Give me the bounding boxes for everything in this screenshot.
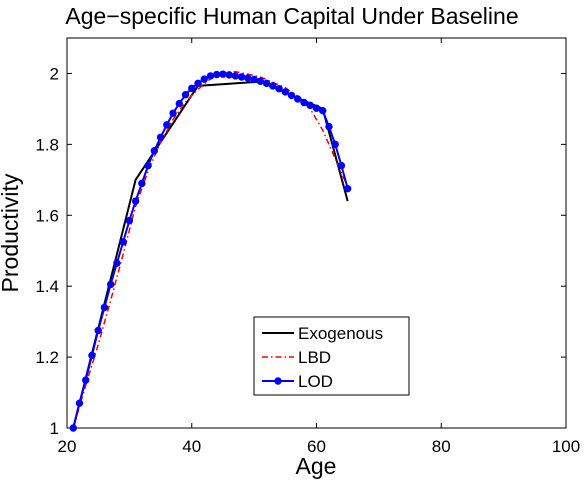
data-point-lod	[281, 88, 290, 96]
data-point-lod	[237, 73, 246, 81]
data-point-lod	[225, 71, 233, 79]
data-point-lod	[156, 133, 165, 141]
data-point-lod	[100, 303, 109, 312]
data-point-lod	[138, 179, 146, 188]
data-point-lod	[244, 74, 252, 82]
data-point-lod	[125, 216, 134, 225]
legend-label-lbd: LBD	[298, 348, 331, 367]
data-point-lod	[119, 238, 127, 246]
data-point-lod	[331, 140, 339, 149]
data-point-lod	[250, 75, 258, 84]
y-tick-label: 1.2	[35, 348, 59, 367]
data-point-lod	[113, 259, 121, 267]
data-point-lod	[337, 161, 346, 170]
data-point-lod	[75, 399, 84, 407]
data-point-lod	[294, 95, 302, 103]
data-point-lod	[300, 98, 308, 107]
y-tick-label: 1.8	[35, 135, 59, 154]
data-point-lod	[219, 70, 227, 78]
y-tick-label: 2	[50, 64, 59, 83]
data-point-lod	[181, 91, 190, 99]
legend-label-lod: LOD	[298, 372, 333, 391]
x-tick-label: 60	[307, 437, 326, 456]
data-point-lod	[194, 79, 202, 88]
data-point-lod	[144, 161, 152, 170]
data-point-lod	[69, 424, 77, 432]
data-point-lod	[106, 280, 115, 289]
data-point-lod	[256, 77, 265, 85]
y-tick-label: 1.6	[35, 206, 59, 225]
x-tick-label: 80	[432, 437, 451, 456]
data-point-lod	[200, 75, 208, 83]
data-point-lod	[306, 101, 314, 110]
data-point-lod	[343, 184, 352, 193]
data-point-lod	[82, 376, 90, 384]
y-axis-label: Productivity	[0, 173, 23, 292]
data-point-lod	[188, 84, 196, 93]
data-point-lod	[88, 351, 96, 360]
data-point-lod	[131, 197, 140, 205]
data-point-lod	[269, 82, 277, 90]
legend: Exogenous LBD LOD	[253, 316, 410, 396]
data-point-lod	[312, 104, 321, 112]
x-axis-ticks: 20 40 60 80 100	[58, 38, 580, 456]
data-point-lod	[287, 91, 296, 100]
data-point-lod	[150, 147, 159, 155]
data-point-lod	[163, 121, 171, 129]
data-point-lod	[94, 326, 102, 335]
x-tick-label: 40	[182, 437, 201, 456]
data-point-lod	[231, 72, 240, 80]
x-tick-label: 100	[552, 437, 580, 456]
y-tick-label: 1	[50, 419, 59, 438]
data-point-lod	[319, 106, 327, 115]
chart-title: Age−specific Human Capital Under Baselin…	[65, 3, 518, 29]
legend-marker-lod	[274, 377, 282, 385]
y-tick-label: 1.4	[35, 277, 59, 296]
series-layer	[69, 70, 352, 432]
data-point-lod	[169, 109, 177, 117]
data-point-lod	[175, 99, 183, 108]
data-point-lod	[325, 122, 333, 131]
data-point-lod	[206, 72, 215, 80]
data-point-lod	[262, 79, 271, 88]
x-tick-label: 20	[58, 437, 77, 456]
y-axis-ticks: 1 1.2 1.4 1.6 1.8 2	[35, 64, 566, 438]
legend-label-exogenous: Exogenous	[298, 324, 383, 343]
data-point-lod	[275, 85, 283, 93]
x-axis-label: Age	[296, 453, 337, 479]
data-point-lod	[213, 70, 221, 79]
